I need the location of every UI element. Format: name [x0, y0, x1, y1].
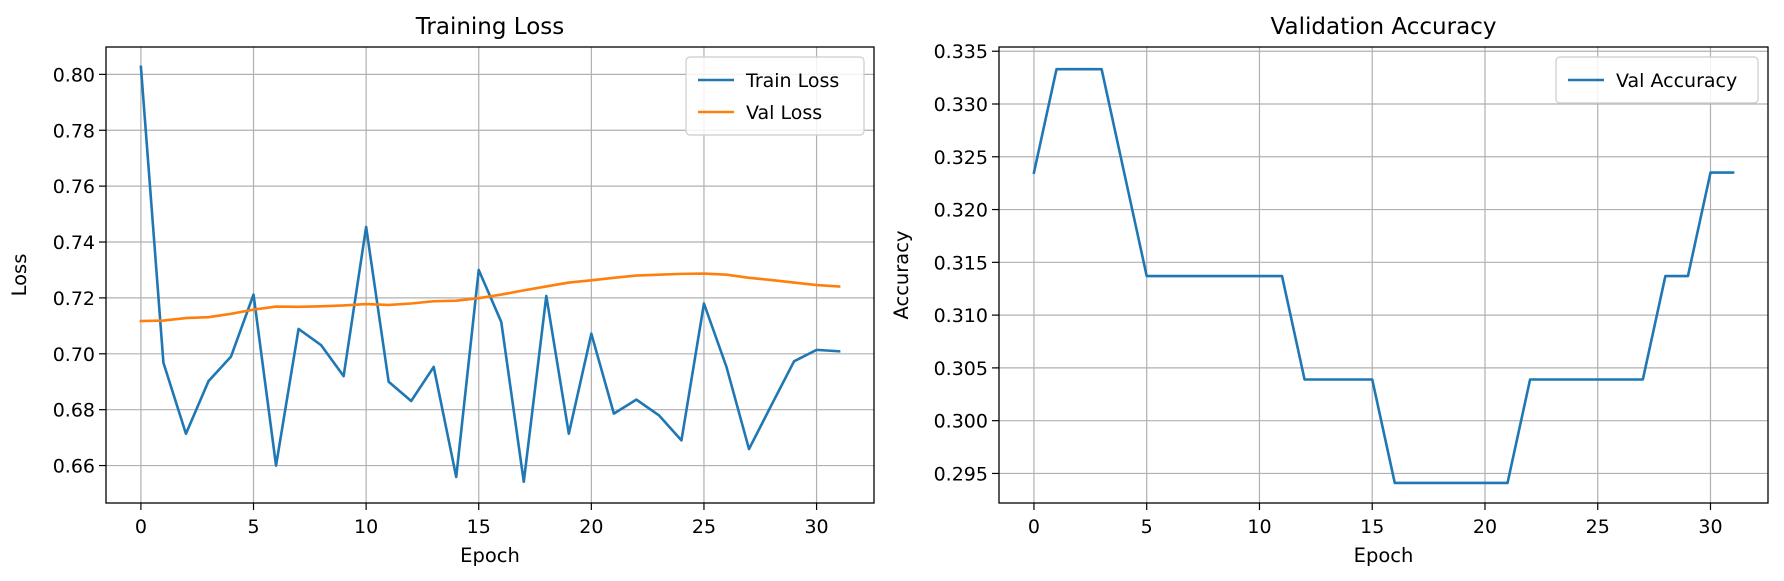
- x-tick-label: 30: [804, 516, 828, 538]
- chart-title: Training Loss: [415, 14, 565, 40]
- y-tick-label: 0.320: [934, 200, 988, 222]
- x-tick-label: 10: [1247, 516, 1271, 538]
- x-tick-label: 5: [247, 516, 259, 538]
- legend: Val Accuracy: [1555, 56, 1759, 104]
- y-tick-label: 0.305: [934, 358, 988, 380]
- y-tick-label: 0.330: [934, 94, 988, 116]
- y-tick-label: 0.80: [53, 64, 95, 86]
- grid: [999, 47, 1768, 503]
- y-tick-label: 0.78: [53, 120, 95, 142]
- x-tick-label: 30: [1698, 516, 1722, 538]
- x-tick-label: 0: [1028, 516, 1040, 538]
- chart-title: Validation Accuracy: [1271, 14, 1497, 40]
- legend-box: [1555, 56, 1759, 104]
- x-tick-label: 10: [354, 516, 378, 538]
- y-axis-label: Accuracy: [890, 230, 913, 319]
- training-loss-chart: 0 5 10 15 20 25 30 0.66 0.68 0.70 0.72 0.74 0.76 0.78…: [8, 14, 875, 567]
- x-tick-label: 0: [135, 516, 147, 538]
- x-tick-label: 25: [692, 516, 716, 538]
- series-line-val-accuracy: [1032, 67, 1735, 485]
- y-tick-label: 0.72: [53, 288, 95, 310]
- y-tick-label: 0.295: [934, 463, 988, 485]
- x-tick-label: 25: [1586, 516, 1610, 538]
- x-tick-label: 5: [1141, 516, 1153, 538]
- x-axis-label: Epoch: [1354, 544, 1414, 567]
- y-tick-label: 0.66: [53, 456, 95, 478]
- legend-label: Val Accuracy: [1616, 70, 1737, 92]
- y-tick-label: 0.325: [934, 147, 988, 169]
- x-tick-label: 15: [1360, 516, 1384, 538]
- y-tick-label: 0.68: [53, 400, 95, 422]
- x-tick-label: 15: [467, 516, 491, 538]
- y-tick-label: 0.76: [53, 176, 95, 198]
- y-tick-label: 0.70: [53, 344, 95, 366]
- x-tick-label: 20: [579, 516, 603, 538]
- y-tick-label: 0.74: [53, 232, 95, 254]
- y-tick-label: 0.300: [934, 411, 988, 433]
- legend-label: Val Loss: [746, 102, 822, 124]
- series-line-val-loss: [139, 272, 841, 323]
- legend-box: [685, 56, 865, 136]
- y-axis-label: Loss: [8, 254, 31, 297]
- legend-label: Train Loss: [745, 70, 839, 92]
- legend: Train Loss Val Loss: [685, 56, 865, 136]
- plot-frame: [998, 46, 1769, 504]
- plot-frame: [105, 46, 875, 504]
- y-tick-label: 0.335: [934, 41, 988, 63]
- x-tick-label: 20: [1473, 516, 1497, 538]
- validation-accuracy-chart: 0 5 10 15 20 25 30 0.295 0.300 0.305 0.310 0.315 0.3…: [890, 14, 1769, 567]
- y-tick-label: 0.315: [934, 252, 988, 274]
- y-tick-label: 0.310: [934, 305, 988, 327]
- x-axis-label: Epoch: [460, 544, 520, 567]
